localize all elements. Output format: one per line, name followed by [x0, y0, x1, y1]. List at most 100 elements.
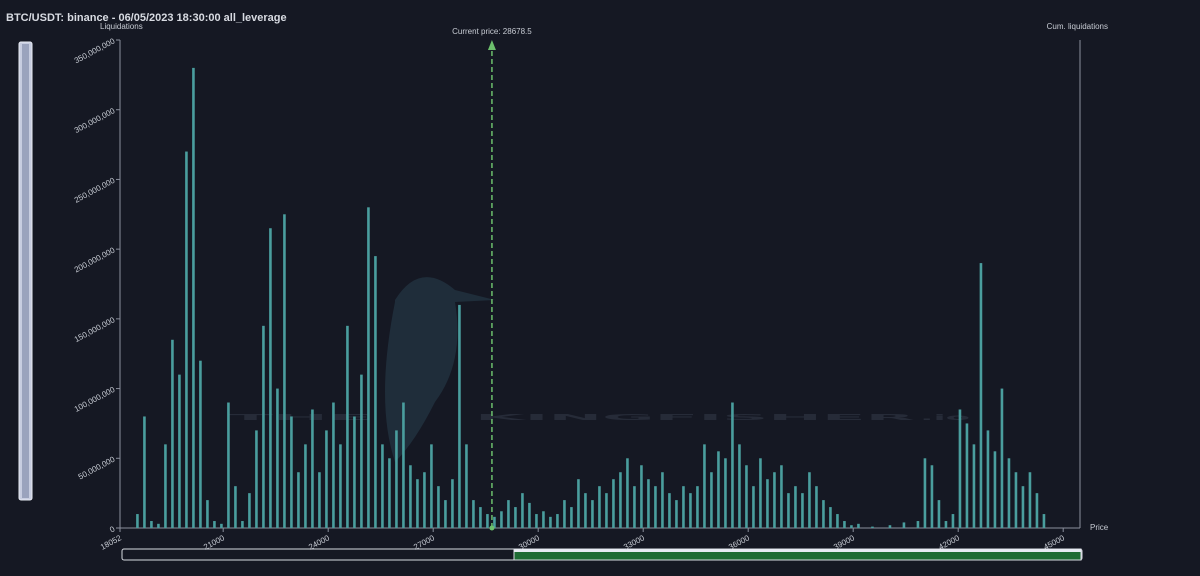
- bar: [178, 374, 181, 528]
- bar: [339, 444, 342, 528]
- bar: [283, 214, 286, 529]
- bar: [1014, 472, 1018, 528]
- bar: [612, 479, 615, 528]
- bar: [542, 511, 545, 528]
- bar: [766, 479, 769, 528]
- bar: [388, 458, 391, 528]
- bar: [591, 500, 594, 528]
- bar: [916, 521, 920, 528]
- bar: [577, 479, 580, 528]
- bar: [500, 511, 503, 528]
- bar: [276, 388, 279, 528]
- bar: [1021, 486, 1025, 528]
- chart-title: BTC/USDT: binance - 06/05/2023 18:30:00 …: [6, 12, 287, 24]
- bar: [395, 430, 398, 528]
- bar: [192, 67, 195, 528]
- watermark: THE: [228, 413, 373, 422]
- bar: [171, 339, 174, 528]
- bar: [902, 522, 906, 528]
- bar: [150, 521, 153, 528]
- bar: [563, 500, 566, 528]
- bar: [703, 444, 706, 528]
- bar: [507, 500, 510, 528]
- bar: [871, 526, 874, 528]
- bar: [745, 465, 748, 528]
- bar: [923, 458, 927, 528]
- bar: [619, 472, 622, 528]
- bar: [381, 444, 384, 528]
- bar: [1028, 472, 1032, 528]
- bar: [836, 514, 839, 528]
- watermark: KINGFISHER: [475, 413, 915, 422]
- bar: [958, 409, 962, 528]
- x-axis-label: Price: [1090, 523, 1109, 532]
- bar: [598, 486, 601, 528]
- y-scrollbar-thumb[interactable]: [22, 44, 29, 498]
- bar: [493, 516, 496, 528]
- bar: [965, 423, 969, 528]
- bar: [297, 472, 300, 528]
- bar: [738, 444, 741, 528]
- bar: [857, 523, 860, 528]
- bar: [794, 486, 797, 528]
- bar: [647, 479, 650, 528]
- bar: [325, 430, 328, 528]
- bar: [311, 409, 314, 528]
- bar: [850, 525, 853, 528]
- bar: [346, 325, 349, 528]
- bar: [1007, 458, 1011, 528]
- bar: [234, 486, 237, 528]
- bar: [696, 486, 699, 528]
- current-price-arrow: [487, 40, 496, 50]
- bar: [549, 516, 552, 528]
- bar: [304, 444, 307, 528]
- bar: [979, 263, 983, 528]
- bar: [944, 521, 948, 528]
- x-scrollbar-handle[interactable]: [514, 549, 1081, 552]
- bar: [479, 507, 482, 528]
- bar: [213, 521, 216, 528]
- bar: [465, 444, 468, 528]
- bar: [570, 507, 573, 528]
- bar: [717, 451, 720, 528]
- bar: [1000, 388, 1004, 528]
- bar: [332, 402, 335, 528]
- bar: [951, 514, 955, 528]
- bar: [353, 416, 356, 528]
- current-price-label: Current price: 28678.5: [452, 27, 532, 36]
- bar: [444, 500, 447, 528]
- bar: [710, 472, 713, 528]
- bar: [255, 430, 258, 528]
- bar: [241, 521, 244, 528]
- bar: [801, 493, 804, 528]
- bar: [605, 493, 608, 528]
- bar: [930, 465, 934, 528]
- bar: [986, 430, 990, 528]
- bar: [143, 416, 146, 528]
- bar: [248, 493, 251, 528]
- bar: [815, 486, 818, 528]
- bar: [164, 444, 167, 528]
- bar: [458, 304, 461, 528]
- bar: [528, 502, 531, 528]
- bar: [409, 465, 412, 528]
- bar: [514, 507, 517, 528]
- bar: [780, 465, 783, 528]
- bar: [689, 493, 692, 528]
- y2-axis-label: Cum. liquidations: [1047, 22, 1108, 31]
- bar: [668, 493, 671, 528]
- bar: [937, 500, 941, 528]
- current-price-dot: [489, 525, 495, 531]
- bar: [157, 523, 160, 528]
- bar: [682, 486, 685, 528]
- bar: [416, 479, 419, 528]
- bar: [220, 523, 223, 528]
- bar: [822, 500, 825, 528]
- bar: [752, 486, 755, 528]
- bar: [430, 444, 433, 528]
- bar: [535, 514, 538, 528]
- bar: [654, 486, 657, 528]
- bar: [626, 458, 629, 528]
- bar: [185, 151, 188, 529]
- bar: [206, 500, 209, 528]
